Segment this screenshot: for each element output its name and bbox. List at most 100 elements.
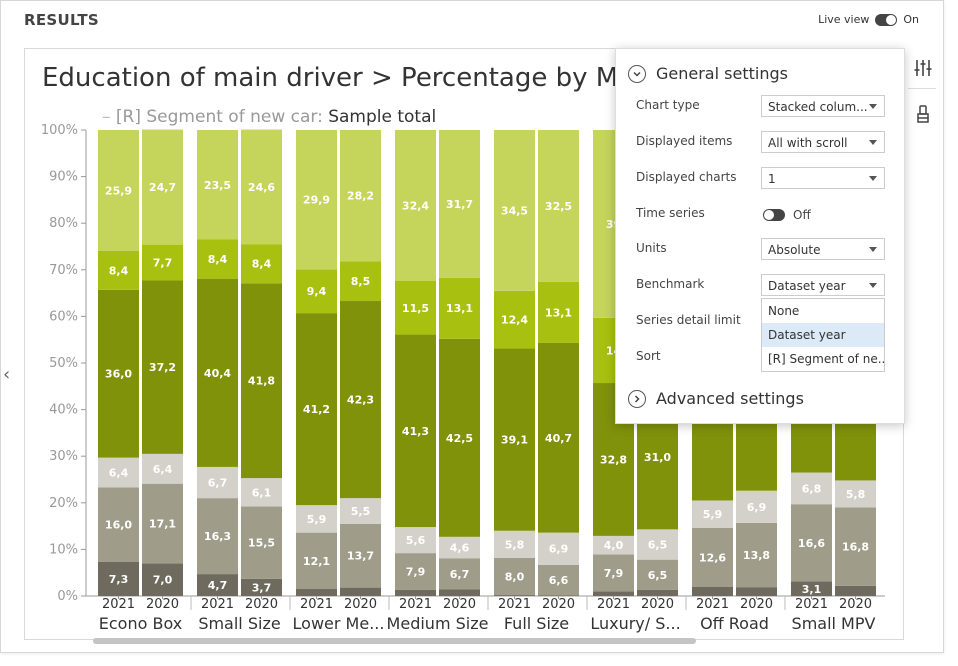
data-label: 7,9: [406, 566, 426, 579]
x-year-label: 2021: [498, 597, 531, 612]
data-label: 12,1: [303, 555, 330, 568]
bar-segment: [538, 281, 579, 343]
data-label: 5,8: [846, 488, 866, 501]
data-label: 8,5: [351, 275, 371, 288]
time-series-state: Off: [793, 208, 811, 222]
bar-segment: [98, 487, 139, 562]
advanced-settings-header[interactable]: Advanced settings: [628, 389, 804, 408]
benchmark-dropdown-list: None Dataset year [R] Segment of ne...: [761, 298, 885, 372]
x-year-label: 2021: [399, 597, 432, 612]
data-label: 40,7: [545, 432, 572, 445]
data-label: 7,9: [604, 567, 624, 580]
data-label: 3,1: [802, 583, 822, 596]
general-settings-header[interactable]: General settings: [628, 64, 788, 83]
units-select[interactable]: Absolute: [761, 238, 885, 260]
bar-segment: [296, 505, 337, 533]
data-label: 13,8: [743, 549, 770, 562]
bar-segment: [791, 472, 832, 505]
live-view-control[interactable]: Live view On: [818, 13, 919, 26]
x-category-label: Off Road: [700, 614, 769, 633]
displayed-items-value: All with scroll: [768, 136, 848, 150]
bar-segment: [98, 130, 139, 251]
data-label: 7,7: [153, 257, 173, 270]
bar-segment: [439, 338, 480, 537]
data-label: 6,7: [208, 477, 228, 490]
data-label: 41,8: [248, 375, 275, 388]
benchmark-option-none[interactable]: None: [768, 304, 800, 318]
bar-segment: [241, 478, 282, 507]
bar-segment: [98, 561, 139, 596]
y-tick-label: 90%: [49, 170, 78, 185]
dropdown-arrow-icon: [869, 176, 877, 181]
data-label: 23,5: [204, 179, 231, 192]
bar-segment: [197, 498, 238, 575]
bar-segment: [494, 557, 535, 596]
data-label: 6,9: [747, 501, 767, 514]
chart-type-value: Stacked colum...: [768, 100, 868, 114]
data-label: 12,6: [699, 551, 726, 564]
general-settings-title: General settings: [656, 64, 788, 83]
bar-segment: [197, 278, 238, 467]
bar-segment: [142, 244, 183, 281]
benchmark-select[interactable]: Dataset year: [761, 274, 885, 296]
bar-segment: [538, 564, 579, 596]
time-series-switch[interactable]: [763, 209, 785, 221]
chart-subtitle: – [R] Segment of new car: Sample total: [102, 107, 437, 127]
bar-segment: [142, 129, 183, 245]
horizontal-scrollbar[interactable]: [93, 638, 696, 644]
bar-segment: [241, 283, 282, 479]
data-label: 6,5: [648, 539, 668, 552]
bar-segment: [296, 130, 337, 270]
x-category-label: Luxury/ S...: [590, 614, 680, 633]
bar-segment: [439, 589, 480, 596]
displayed-charts-select[interactable]: 1: [761, 167, 885, 189]
data-label: 5,8: [505, 538, 525, 551]
data-label: 4,7: [208, 579, 228, 592]
bar-segment: [98, 250, 139, 290]
live-view-toggle[interactable]: [875, 13, 898, 26]
bar-segment: [241, 244, 282, 284]
data-label: 16,6: [798, 537, 825, 550]
bar-segment: [296, 532, 337, 590]
displayed-items-select[interactable]: All with scroll: [761, 131, 885, 153]
displayed-items-label: Displayed items: [636, 134, 733, 148]
bar-segment: [835, 507, 876, 586]
data-label: 6,5: [648, 569, 668, 582]
data-label: 6,4: [109, 467, 129, 480]
chart-type-select[interactable]: Stacked colum...: [761, 95, 885, 117]
data-label: 6,4: [153, 463, 173, 476]
x-year-label: 2021: [597, 597, 630, 612]
data-label: 25,9: [105, 184, 132, 197]
time-series-label: Time series: [636, 206, 705, 220]
bar-segment: [142, 453, 183, 484]
bar-segment: [395, 527, 436, 554]
data-label: 9,4: [307, 285, 327, 298]
time-series-toggle[interactable]: Off: [763, 208, 811, 222]
x-category-label: Small MPV: [792, 614, 876, 633]
x-category-label: Econo Box: [99, 614, 182, 633]
bar-segment: [835, 585, 876, 596]
bar-segment: [197, 130, 238, 240]
bar-segment: [395, 553, 436, 590]
benchmark-option-dataset-year[interactable]: Dataset year: [762, 323, 884, 347]
live-view-label: Live view: [818, 13, 870, 26]
bar-segment: [593, 535, 634, 555]
benchmark-option-segment[interactable]: [R] Segment of ne...: [768, 352, 884, 366]
bar-segment: [637, 529, 678, 560]
x-year-label: 2020: [542, 597, 575, 612]
data-label: 5,5: [351, 505, 371, 518]
bar-segment: [494, 348, 535, 531]
y-tick-label: 50%: [49, 356, 78, 371]
bar-segment: [197, 466, 238, 499]
paint-brush-icon[interactable]: [913, 104, 933, 124]
bar-segment: [197, 574, 238, 596]
x-year-label: 2020: [443, 597, 476, 612]
x-year-label: 2021: [300, 597, 333, 612]
bar-segment: [637, 589, 678, 596]
bar-segment: [340, 523, 381, 588]
previous-chart-arrow-icon[interactable]: ‹: [3, 364, 11, 385]
x-category-label: Full Size: [504, 614, 569, 633]
settings-sliders-icon[interactable]: [913, 58, 933, 78]
data-label: 8,4: [109, 264, 129, 277]
x-year-label: 2020: [641, 597, 674, 612]
